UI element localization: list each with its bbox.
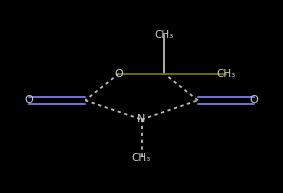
Text: CH₃: CH₃ [216, 69, 236, 79]
Text: O: O [250, 95, 258, 105]
Text: CH₃: CH₃ [155, 30, 174, 40]
Text: O: O [25, 95, 33, 105]
Text: CH₃: CH₃ [132, 153, 151, 163]
Text: O: O [115, 69, 123, 79]
Text: N: N [137, 114, 146, 124]
